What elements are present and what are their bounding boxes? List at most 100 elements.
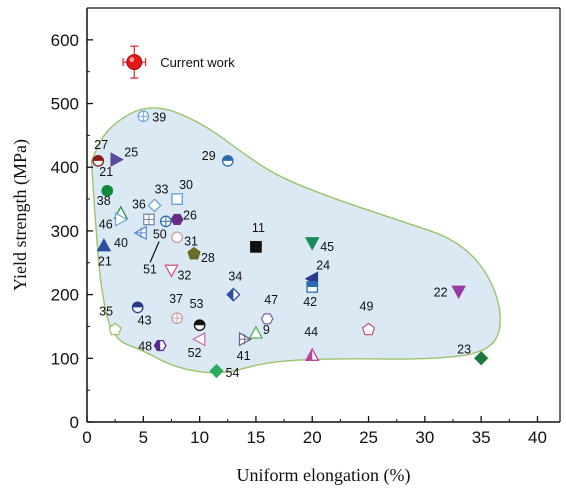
data-points: 39 27 25 29 21 33 30 38 36 26 46 50 40 31 21 11 45 28 51 32… xyxy=(92,110,489,380)
y-tick-label: 500 xyxy=(51,95,79,114)
point-label: 21 xyxy=(98,255,112,269)
point-label: 11 xyxy=(252,221,265,235)
point-marker xyxy=(101,184,114,197)
point-label: 23 xyxy=(457,342,471,356)
data-point-25: 25 xyxy=(110,146,138,167)
point-label: 50 xyxy=(153,227,167,241)
point-marker xyxy=(171,193,183,205)
point-marker xyxy=(209,363,224,379)
point-label: 49 xyxy=(360,300,374,314)
point-label: 33 xyxy=(155,182,169,196)
point-label: 25 xyxy=(124,146,138,160)
data-point-51: 51 xyxy=(143,241,160,276)
point-label: 38 xyxy=(97,194,111,208)
y-tick-label: 100 xyxy=(51,349,79,368)
x-tick-label: 30 xyxy=(415,428,434,447)
point-label: 48 xyxy=(138,340,152,354)
point-leader-line xyxy=(149,241,160,263)
point-marker xyxy=(192,331,206,347)
data-point-48: 48 xyxy=(138,340,167,354)
data-point-52: 52 xyxy=(188,331,206,360)
point-marker-half xyxy=(132,302,143,308)
point-marker-half xyxy=(93,155,104,161)
point-marker-half xyxy=(227,288,234,301)
point-marker xyxy=(304,237,320,251)
point-marker xyxy=(171,231,183,244)
x-tick-label: 35 xyxy=(472,428,491,447)
point-label: 54 xyxy=(226,366,240,380)
data-point-43: 43 xyxy=(131,301,152,327)
data-point-22: 22 xyxy=(434,285,466,299)
y-axis-title: Yield strength (MPa) xyxy=(10,139,31,291)
point-marker-half xyxy=(306,348,313,361)
point-marker xyxy=(110,152,124,167)
point-label: 51 xyxy=(143,262,157,276)
data-point-35: 35 xyxy=(99,305,122,336)
x-tick-label: 10 xyxy=(190,428,209,447)
data-point-29: 29 xyxy=(202,149,234,167)
point-label: 37 xyxy=(169,292,183,306)
current-work-marker xyxy=(122,45,147,79)
point-marker xyxy=(187,246,201,260)
data-point-26: 26 xyxy=(170,208,197,226)
point-marker xyxy=(170,213,184,226)
point-marker xyxy=(474,351,489,366)
point-marker xyxy=(108,322,122,336)
point-marker xyxy=(147,198,162,213)
data-point-9: 9 xyxy=(248,323,270,339)
point-label: 24 xyxy=(316,259,330,273)
point-marker xyxy=(114,212,129,227)
data-point-21: 21 xyxy=(96,238,112,269)
point-label: 45 xyxy=(320,240,334,254)
point-marker xyxy=(248,325,264,339)
y-tick-label: 200 xyxy=(51,286,79,305)
point-label: 26 xyxy=(183,208,197,222)
point-label: 40 xyxy=(114,236,128,250)
point-label: 22 xyxy=(434,285,448,299)
y-tick-label: 0 xyxy=(70,413,79,432)
data-point-28: 28 xyxy=(187,246,215,265)
point-label: 21 xyxy=(99,165,113,179)
point-marker-half xyxy=(222,155,233,161)
point-label: 43 xyxy=(138,313,152,327)
point-marker xyxy=(451,285,466,299)
point-label: 39 xyxy=(152,110,166,124)
data-point-42: 42 xyxy=(303,281,319,309)
x-tick-label: 25 xyxy=(359,428,378,447)
data-region xyxy=(90,107,502,374)
data-point-47: 47 xyxy=(260,293,278,325)
point-label: 36 xyxy=(132,197,146,211)
x-tick-label: 0 xyxy=(82,428,91,447)
point-label: 35 xyxy=(99,305,113,319)
data-point-34: 34 xyxy=(226,270,242,302)
data-point-39: 39 xyxy=(137,110,166,124)
point-marker xyxy=(361,322,376,336)
data-point-46: 46 xyxy=(99,212,129,231)
data-point-40: 40 xyxy=(114,225,147,250)
point-marker xyxy=(250,240,262,253)
data-point-49: 49 xyxy=(360,300,376,336)
point-label: 29 xyxy=(202,149,216,163)
point-marker xyxy=(260,313,274,325)
data-point-21: 21 xyxy=(99,165,114,197)
point-marker xyxy=(96,238,112,252)
x-tick-label: 20 xyxy=(303,428,322,447)
point-label: 34 xyxy=(228,270,242,284)
y-tick-label: 600 xyxy=(51,31,79,50)
current-work-point xyxy=(126,54,143,71)
point-label: 47 xyxy=(264,293,278,307)
data-point-53: 53 xyxy=(190,297,206,332)
x-axis-title: Uniform elongation (%) xyxy=(237,465,411,486)
point-label: 9 xyxy=(263,323,270,337)
x-tick-label: 15 xyxy=(246,428,265,447)
point-marker-half xyxy=(307,281,318,287)
legend-label: Current work xyxy=(160,55,235,70)
point-label: 31 xyxy=(184,234,198,248)
data-point-41: 41 xyxy=(237,331,253,363)
point-marker-half xyxy=(194,319,205,326)
y-tick-label: 300 xyxy=(51,222,79,241)
data-point-37: 37 xyxy=(169,292,183,325)
point-label: 32 xyxy=(177,268,191,282)
data-point-32: 32 xyxy=(164,264,191,282)
